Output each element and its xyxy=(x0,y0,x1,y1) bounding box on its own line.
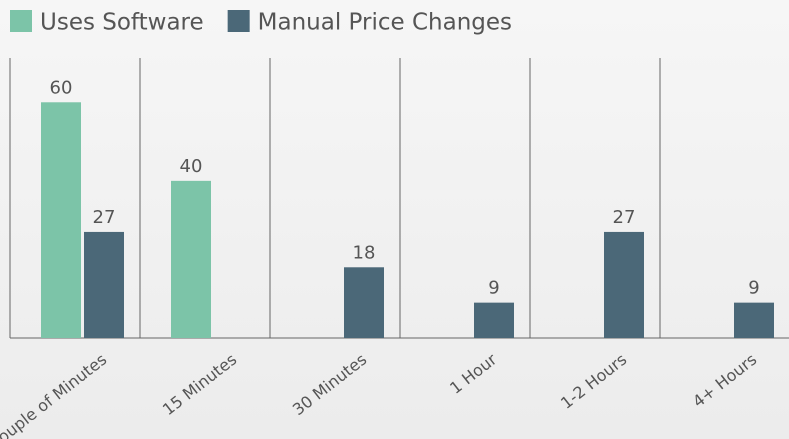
value-label: 9 xyxy=(748,278,759,299)
bar xyxy=(474,302,514,338)
x-tick-label: 1 Hour xyxy=(446,349,500,397)
value-label: 27 xyxy=(613,207,636,228)
legend-label: Manual Price Changes xyxy=(258,10,512,36)
value-label: 9 xyxy=(488,278,499,299)
legend-swatch xyxy=(10,10,32,32)
legend-label: Uses Software xyxy=(40,10,204,36)
bar xyxy=(734,302,774,338)
legend-swatch xyxy=(227,10,250,32)
x-tick-label: 15 Minutes xyxy=(159,350,240,419)
value-label: 18 xyxy=(353,242,376,263)
bar xyxy=(171,180,211,338)
bar xyxy=(84,231,124,338)
x-tick-label: 4+ Hours xyxy=(689,350,760,411)
x-tick-label: 30 Minutes xyxy=(289,350,370,419)
x-tick-label: Couple of Minutes xyxy=(0,350,110,439)
bar xyxy=(344,267,384,338)
bar xyxy=(604,231,644,338)
value-label: 60 xyxy=(50,77,73,98)
value-label: 40 xyxy=(180,156,203,177)
bar xyxy=(41,102,81,339)
x-tick-label: 1-2 Hours xyxy=(557,350,630,413)
value-label: 27 xyxy=(93,207,116,228)
